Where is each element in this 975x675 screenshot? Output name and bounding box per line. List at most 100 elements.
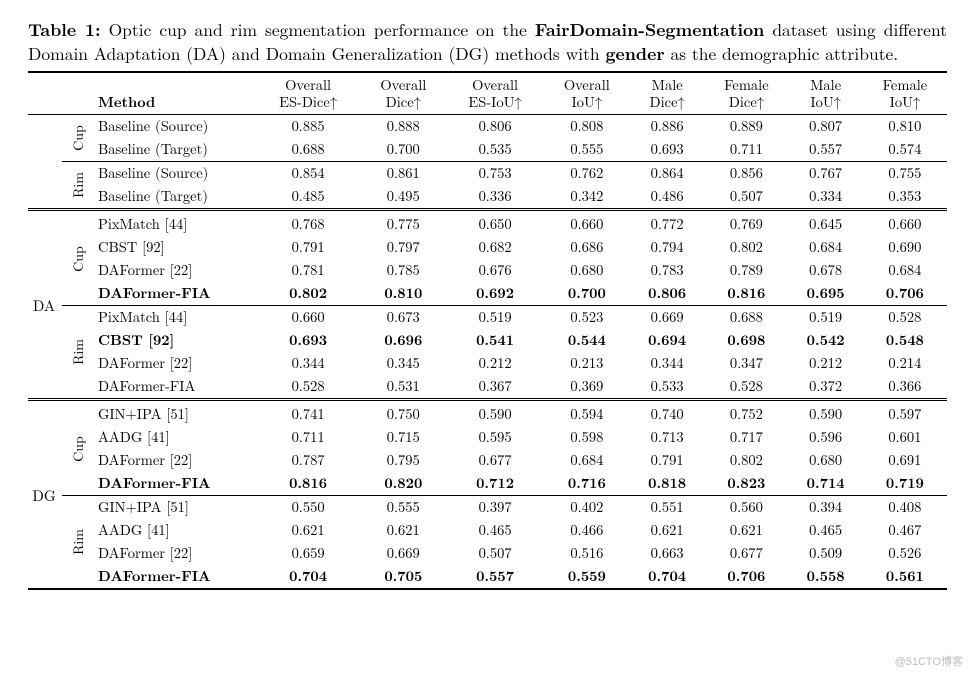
table-cell: 0.528 xyxy=(704,375,788,399)
table-cell: 0.802 xyxy=(256,282,360,306)
table-row: DAFormer [22]0.3440.3450.2120.2130.3440.… xyxy=(28,352,947,375)
table-cell: 0.818 xyxy=(630,472,704,496)
sub-label: Rim xyxy=(62,161,96,208)
table-cell: 0.688 xyxy=(704,305,788,329)
table-cell: 0.212 xyxy=(788,352,862,375)
table-cell: 0.353 xyxy=(863,185,947,209)
table-cell: 0.806 xyxy=(630,282,704,306)
table-cell: 0.889 xyxy=(704,114,788,138)
method-cell: DAFormer-FIA xyxy=(96,472,256,496)
table-cell: 0.781 xyxy=(256,259,360,282)
table-cell: 0.519 xyxy=(788,305,862,329)
table-cell: 0.495 xyxy=(360,185,446,209)
table-cell: 0.677 xyxy=(704,542,788,565)
table-cell: 0.704 xyxy=(256,565,360,589)
table-cell: 0.601 xyxy=(863,426,947,449)
sub-label: Rim xyxy=(62,305,96,398)
table-cell: 0.559 xyxy=(544,565,630,589)
method-cell: PixMatch [44] xyxy=(96,213,256,236)
caption-text-3: as the demographic attribute. xyxy=(665,41,899,66)
col-iou: OverallIoU↑ xyxy=(544,72,630,114)
table-cell: 0.660 xyxy=(256,305,360,329)
table-cell: 0.531 xyxy=(360,375,446,399)
table-cell: 0.753 xyxy=(446,161,543,185)
method-cell: Baseline (Target) xyxy=(96,185,256,209)
sub-label: Rim xyxy=(62,495,96,589)
table-row: DAFormer-FIA0.7040.7050.5570.5590.7040.7… xyxy=(28,565,947,589)
sub-label: Cup xyxy=(62,403,96,496)
table-cell: 0.465 xyxy=(446,519,543,542)
table-row: CBST [92]0.6930.6960.5410.5440.6940.6980… xyxy=(28,329,947,352)
sub-label: Cup xyxy=(62,213,96,306)
table-cell: 0.696 xyxy=(360,329,446,352)
table-cell: 0.695 xyxy=(788,282,862,306)
table-cell: 0.621 xyxy=(360,519,446,542)
sub-label: Cup xyxy=(62,114,96,161)
table-row: DGCupGIN+IPA [51]0.7410.7500.5900.5940.7… xyxy=(28,403,947,426)
table-cell: 0.712 xyxy=(446,472,543,496)
table-cell: 0.660 xyxy=(544,213,630,236)
table-cell: 0.528 xyxy=(863,305,947,329)
table-cell: 0.533 xyxy=(630,375,704,399)
table-cell: 0.768 xyxy=(256,213,360,236)
caption-attr: gender xyxy=(605,41,664,66)
table-cell: 0.688 xyxy=(256,138,360,162)
method-cell: CBST [92] xyxy=(96,329,256,352)
table-cell: 0.816 xyxy=(256,472,360,496)
table-cell: 0.486 xyxy=(630,185,704,209)
table-row: CBST [92]0.7910.7970.6820.6860.7940.8020… xyxy=(28,236,947,259)
table-cell: 0.680 xyxy=(544,259,630,282)
col-male-iou: MaleIoU↑ xyxy=(788,72,862,114)
table-row: DAFormer [22]0.7870.7950.6770.6840.7910.… xyxy=(28,449,947,472)
table-cell: 0.408 xyxy=(863,495,947,519)
table-cell: 0.548 xyxy=(863,329,947,352)
table-cell: 0.713 xyxy=(630,426,704,449)
table-row: RimBaseline (Source)0.8540.8610.7530.762… xyxy=(28,161,947,185)
table-cell: 0.541 xyxy=(446,329,543,352)
table-cell: 0.810 xyxy=(863,114,947,138)
table-cell: 0.861 xyxy=(360,161,446,185)
table-cell: 0.523 xyxy=(544,305,630,329)
table-cell: 0.663 xyxy=(630,542,704,565)
table-cell: 0.342 xyxy=(544,185,630,209)
table-cell: 0.700 xyxy=(360,138,446,162)
table-cell: 0.856 xyxy=(704,161,788,185)
method-cell: AADG [41] xyxy=(96,426,256,449)
method-cell: DAFormer [22] xyxy=(96,542,256,565)
table-cell: 0.550 xyxy=(256,495,360,519)
table-row: DAFormer-FIA0.5280.5310.3670.3690.5330.5… xyxy=(28,375,947,399)
table-cell: 0.467 xyxy=(863,519,947,542)
table-cell: 0.673 xyxy=(360,305,446,329)
table-cell: 0.714 xyxy=(788,472,862,496)
table-row: DAFormer-FIA0.8160.8200.7120.7160.8180.8… xyxy=(28,472,947,496)
table-cell: 0.516 xyxy=(544,542,630,565)
table-cell: 0.886 xyxy=(630,114,704,138)
watermark: @51CTO博客 xyxy=(895,653,963,669)
table-cell: 0.791 xyxy=(256,236,360,259)
table-row: Baseline (Target)0.6880.7000.5350.5550.6… xyxy=(28,138,947,162)
table-cell: 0.752 xyxy=(704,403,788,426)
table-cell: 0.795 xyxy=(360,449,446,472)
table-cell: 0.864 xyxy=(630,161,704,185)
table-cell: 0.810 xyxy=(360,282,446,306)
table-cell: 0.807 xyxy=(788,114,862,138)
caption-text-1: Optic cup and rim segmentation performan… xyxy=(101,17,535,42)
table-cell: 0.791 xyxy=(630,449,704,472)
table-cell: 0.772 xyxy=(630,213,704,236)
table-cell: 0.507 xyxy=(446,542,543,565)
table-cell: 0.684 xyxy=(544,449,630,472)
table-cell: 0.595 xyxy=(446,426,543,449)
table-cell: 0.806 xyxy=(446,114,543,138)
table-caption: Table 1: Optic cup and rim segmentation … xyxy=(28,18,947,65)
table-row: AADG [41]0.6210.6210.4650.4660.6210.6210… xyxy=(28,519,947,542)
table-cell: 0.542 xyxy=(788,329,862,352)
table-cell: 0.465 xyxy=(788,519,862,542)
table-cell: 0.741 xyxy=(256,403,360,426)
table-cell: 0.574 xyxy=(863,138,947,162)
table-cell: 0.507 xyxy=(704,185,788,209)
table-cell: 0.686 xyxy=(544,236,630,259)
table-cell: 0.797 xyxy=(360,236,446,259)
table-cell: 0.561 xyxy=(863,565,947,589)
method-cell: GIN+IPA [51] xyxy=(96,495,256,519)
col-es-iou: OverallES-IoU↑ xyxy=(446,72,543,114)
